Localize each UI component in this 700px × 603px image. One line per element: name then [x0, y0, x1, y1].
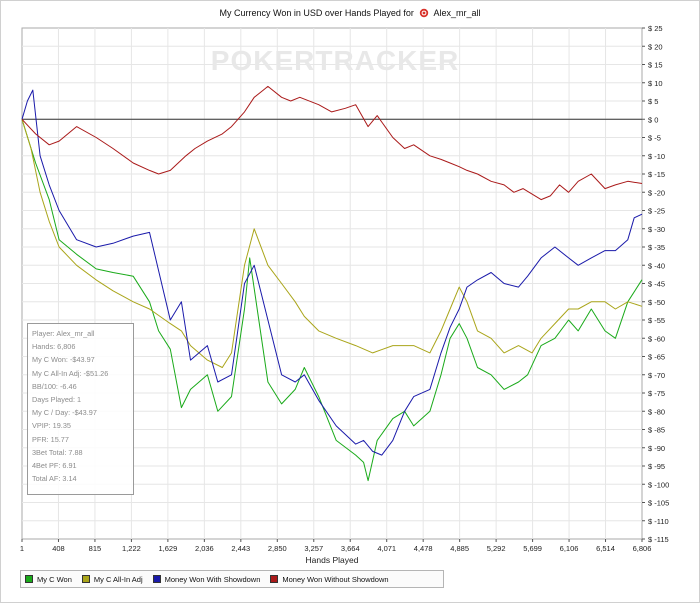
stat-line: VPIP: 19.35: [32, 421, 71, 431]
x-tick-label: 5,699: [523, 544, 542, 553]
y-tick-label: $ -45: [648, 280, 665, 289]
stat-line: Player: Alex_mr_all: [32, 329, 95, 338]
legend-swatch: [270, 575, 279, 583]
legend-label: My C All-In Adj: [93, 574, 143, 584]
legend-item: My C Won: [25, 575, 72, 584]
y-tick-label: $ -60: [648, 334, 665, 343]
x-tick-label: 1,222: [122, 544, 141, 553]
series-lines: [21, 85, 643, 482]
y-tick-label: $ -100: [648, 480, 669, 489]
y-tick-label: $ -85: [648, 426, 665, 435]
y-tick-label: $ -90: [648, 444, 665, 453]
legend-item: Money Won With Showdown: [152, 574, 261, 584]
x-tick-label: 6,514: [596, 544, 615, 553]
y-tick-label: $ 5: [648, 97, 658, 106]
x-tick-label: 815: [89, 544, 102, 553]
x-tick-label: 6,806: [633, 544, 652, 553]
legend-item: Money Won Without Showdown: [270, 574, 389, 584]
watermark-text: POKERTRACKER: [211, 45, 459, 76]
x-tick-label: 2,850: [268, 544, 287, 553]
legend-label: Money Won With Showdown: [164, 574, 261, 584]
player-icon: [420, 8, 429, 18]
y-tick-label: $ 25: [648, 24, 663, 33]
stat-line: My C Won: -$43.97: [32, 355, 95, 365]
y-tick-label: $ -15: [648, 170, 665, 179]
stats-panel: Player: Alex_mr_all Hands: 6,806 My C Won:…: [27, 323, 134, 495]
stat-line: Total AF: 3.14: [32, 474, 77, 484]
y-tick-label: $ -115: [648, 535, 669, 544]
y-tick-label: $ 20: [648, 42, 663, 51]
y-tick-label: $ -10: [648, 152, 665, 161]
legend-label: Money Won Without Showdown: [282, 574, 389, 584]
x-tick-label: 5,292: [487, 544, 506, 553]
x-tick-label: 2,036: [195, 544, 214, 553]
stat-line: Days Played: 1: [32, 395, 82, 405]
x-tick-label: 408: [52, 544, 65, 553]
x-tick-label: 3,257: [304, 544, 323, 553]
series-line-money-won-with-showdown: [21, 89, 643, 456]
stat-line: My C / Day: -$43.97: [32, 408, 97, 418]
y-tick-label: $ 10: [648, 79, 663, 88]
legend-item: My C All-In Adj: [81, 574, 143, 584]
grid-lines: [22, 28, 642, 539]
stat-line: My C All-In Adj: -$51.26: [32, 368, 109, 378]
y-tick-label: $ -40: [648, 261, 665, 270]
series-line-money-won-without-showdown: [21, 85, 643, 201]
legend-swatch: [152, 575, 161, 583]
y-tick-label: $ -65: [648, 353, 665, 362]
x-tick-label: 3,664: [341, 544, 360, 553]
x-tick-label: 4,071: [377, 544, 396, 553]
legend-swatch: [25, 575, 33, 583]
y-tick-label: $ -70: [648, 371, 665, 380]
y-tick-label: $ -55: [648, 316, 665, 325]
legend-swatch: [81, 575, 90, 583]
chart-legend: My C Won My C All-In Adj Money Won With Sh…: [20, 570, 444, 588]
y-tick-label: $ -20: [648, 188, 665, 197]
y-tick-label: $ -25: [648, 207, 665, 216]
y-axis-ticks: $ 25 $ 20 $ 15 $ 10 $ 5 $ 0 $ -5 $ -10 $ -15 $ -2…: [642, 24, 669, 544]
y-tick-label: $ -5: [648, 134, 661, 143]
x-tick-label: 4,885: [450, 544, 469, 553]
y-tick-label: $ -35: [648, 243, 665, 252]
x-tick-label: 2,443: [231, 544, 250, 553]
stat-line: PFR: 15.77: [32, 434, 69, 444]
stat-line: BB/100: -6.46: [32, 381, 77, 391]
stat-line: 4Bet PF: 6.91: [32, 461, 77, 471]
player-name: Alex_mr_all: [433, 8, 481, 18]
x-tick-label: 6,106: [560, 544, 579, 553]
chart-title-text: My Currency Won in USD over Hands Played…: [219, 8, 414, 18]
y-tick-label: $ -105: [648, 499, 669, 508]
series-line-my-c-all-in-adj: [21, 119, 643, 368]
y-tick-label: $ -30: [648, 225, 665, 234]
x-axis-label: Hands Played: [306, 555, 359, 565]
y-tick-label: $ -75: [648, 389, 665, 398]
y-tick-label: $ -110: [648, 517, 669, 526]
legend-label: My C Won: [37, 574, 72, 584]
stat-line: 3Bet Total: 7.88: [32, 447, 83, 457]
x-tick-label: 1,629: [158, 544, 177, 553]
y-tick-label: $ 15: [648, 61, 663, 70]
y-tick-label: $ 0: [648, 115, 658, 124]
x-tick-label: 1: [20, 544, 24, 553]
x-tick-label: 4,478: [414, 544, 433, 553]
x-axis-ticks: 1 408 815 1,222 1,629 2,036 2,443 2,850 3,257 3,6…: [20, 539, 651, 553]
stat-line: Hands: 6,806: [32, 342, 76, 352]
chart-title: My Currency Won in USD over Hands Played…: [0, 8, 700, 18]
y-tick-label: $ -50: [648, 298, 665, 307]
y-tick-label: $ -80: [648, 407, 665, 416]
y-tick-label: $ -95: [648, 462, 665, 471]
